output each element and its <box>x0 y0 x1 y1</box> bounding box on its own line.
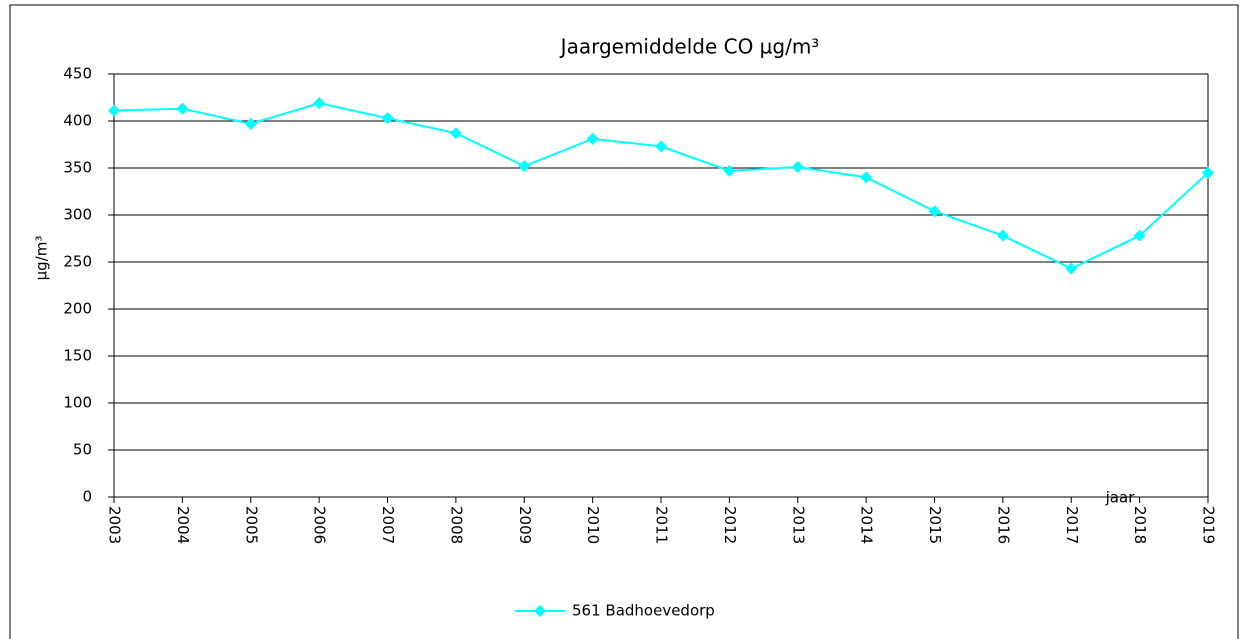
data-point <box>723 164 736 177</box>
data-point <box>518 160 531 173</box>
data-point <box>449 127 462 140</box>
data-point <box>381 112 394 125</box>
x-tick-label: 2013 <box>789 506 807 544</box>
x-tick-label: 2008 <box>447 506 465 544</box>
x-tick-label: 2009 <box>516 506 534 544</box>
data-point <box>108 104 120 117</box>
y-tick-label: 350 <box>63 159 92 177</box>
y-tick-label: 100 <box>63 394 92 412</box>
data-point <box>176 102 189 115</box>
y-tick-label: 400 <box>63 112 92 130</box>
data-point <box>1065 262 1078 275</box>
data-point <box>996 229 1009 242</box>
y-tick-label: 300 <box>63 206 92 224</box>
data-point <box>313 97 326 110</box>
data-point <box>860 171 873 184</box>
x-tick-label: 2010 <box>584 506 602 544</box>
x-tick-label: 2018 <box>1131 506 1149 544</box>
legend-marker <box>534 605 546 617</box>
x-tick-label: 2015 <box>926 506 944 544</box>
y-tick-label: 450 <box>63 65 92 83</box>
x-tick-label: 2005 <box>242 506 260 544</box>
y-tick-label: 200 <box>63 300 92 318</box>
x-tick-label: 2012 <box>721 506 739 544</box>
x-tick-label: 2006 <box>311 506 329 544</box>
data-point <box>655 140 667 153</box>
x-tick-label: 2016 <box>994 506 1012 544</box>
x-tick-label: 2014 <box>858 506 876 544</box>
x-tick-label: 2007 <box>379 506 397 544</box>
chart-title: Jaargemiddelde CO µg/m³ <box>559 35 820 59</box>
x-tick-label: 2017 <box>1063 506 1081 544</box>
x-tick-label: 2004 <box>174 506 192 544</box>
x-tick-label: 2011 <box>653 506 671 544</box>
data-point <box>1202 166 1214 179</box>
data-point <box>586 132 599 145</box>
x-tick-label: 2003 <box>106 506 124 544</box>
data-point <box>791 161 804 174</box>
y-axis-label: µg/m³ <box>33 236 51 281</box>
y-tick-label: 50 <box>73 441 92 459</box>
x-tick-label: 2019 <box>1200 506 1218 544</box>
y-tick-label: 250 <box>63 253 92 271</box>
data-point <box>1133 229 1146 242</box>
y-tick-label: 0 <box>82 488 92 506</box>
data-point <box>928 205 941 218</box>
legend-label: 561 Badhoevedorp <box>572 602 715 620</box>
y-tick-label: 150 <box>63 347 92 365</box>
data-point <box>244 117 257 130</box>
chart-border <box>9 4 1239 639</box>
